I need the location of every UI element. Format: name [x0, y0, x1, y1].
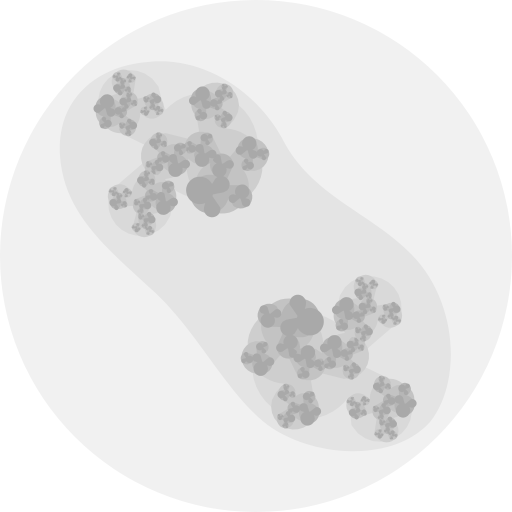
nested-blob-diagram [0, 0, 512, 512]
blob-layer [0, 0, 512, 512]
